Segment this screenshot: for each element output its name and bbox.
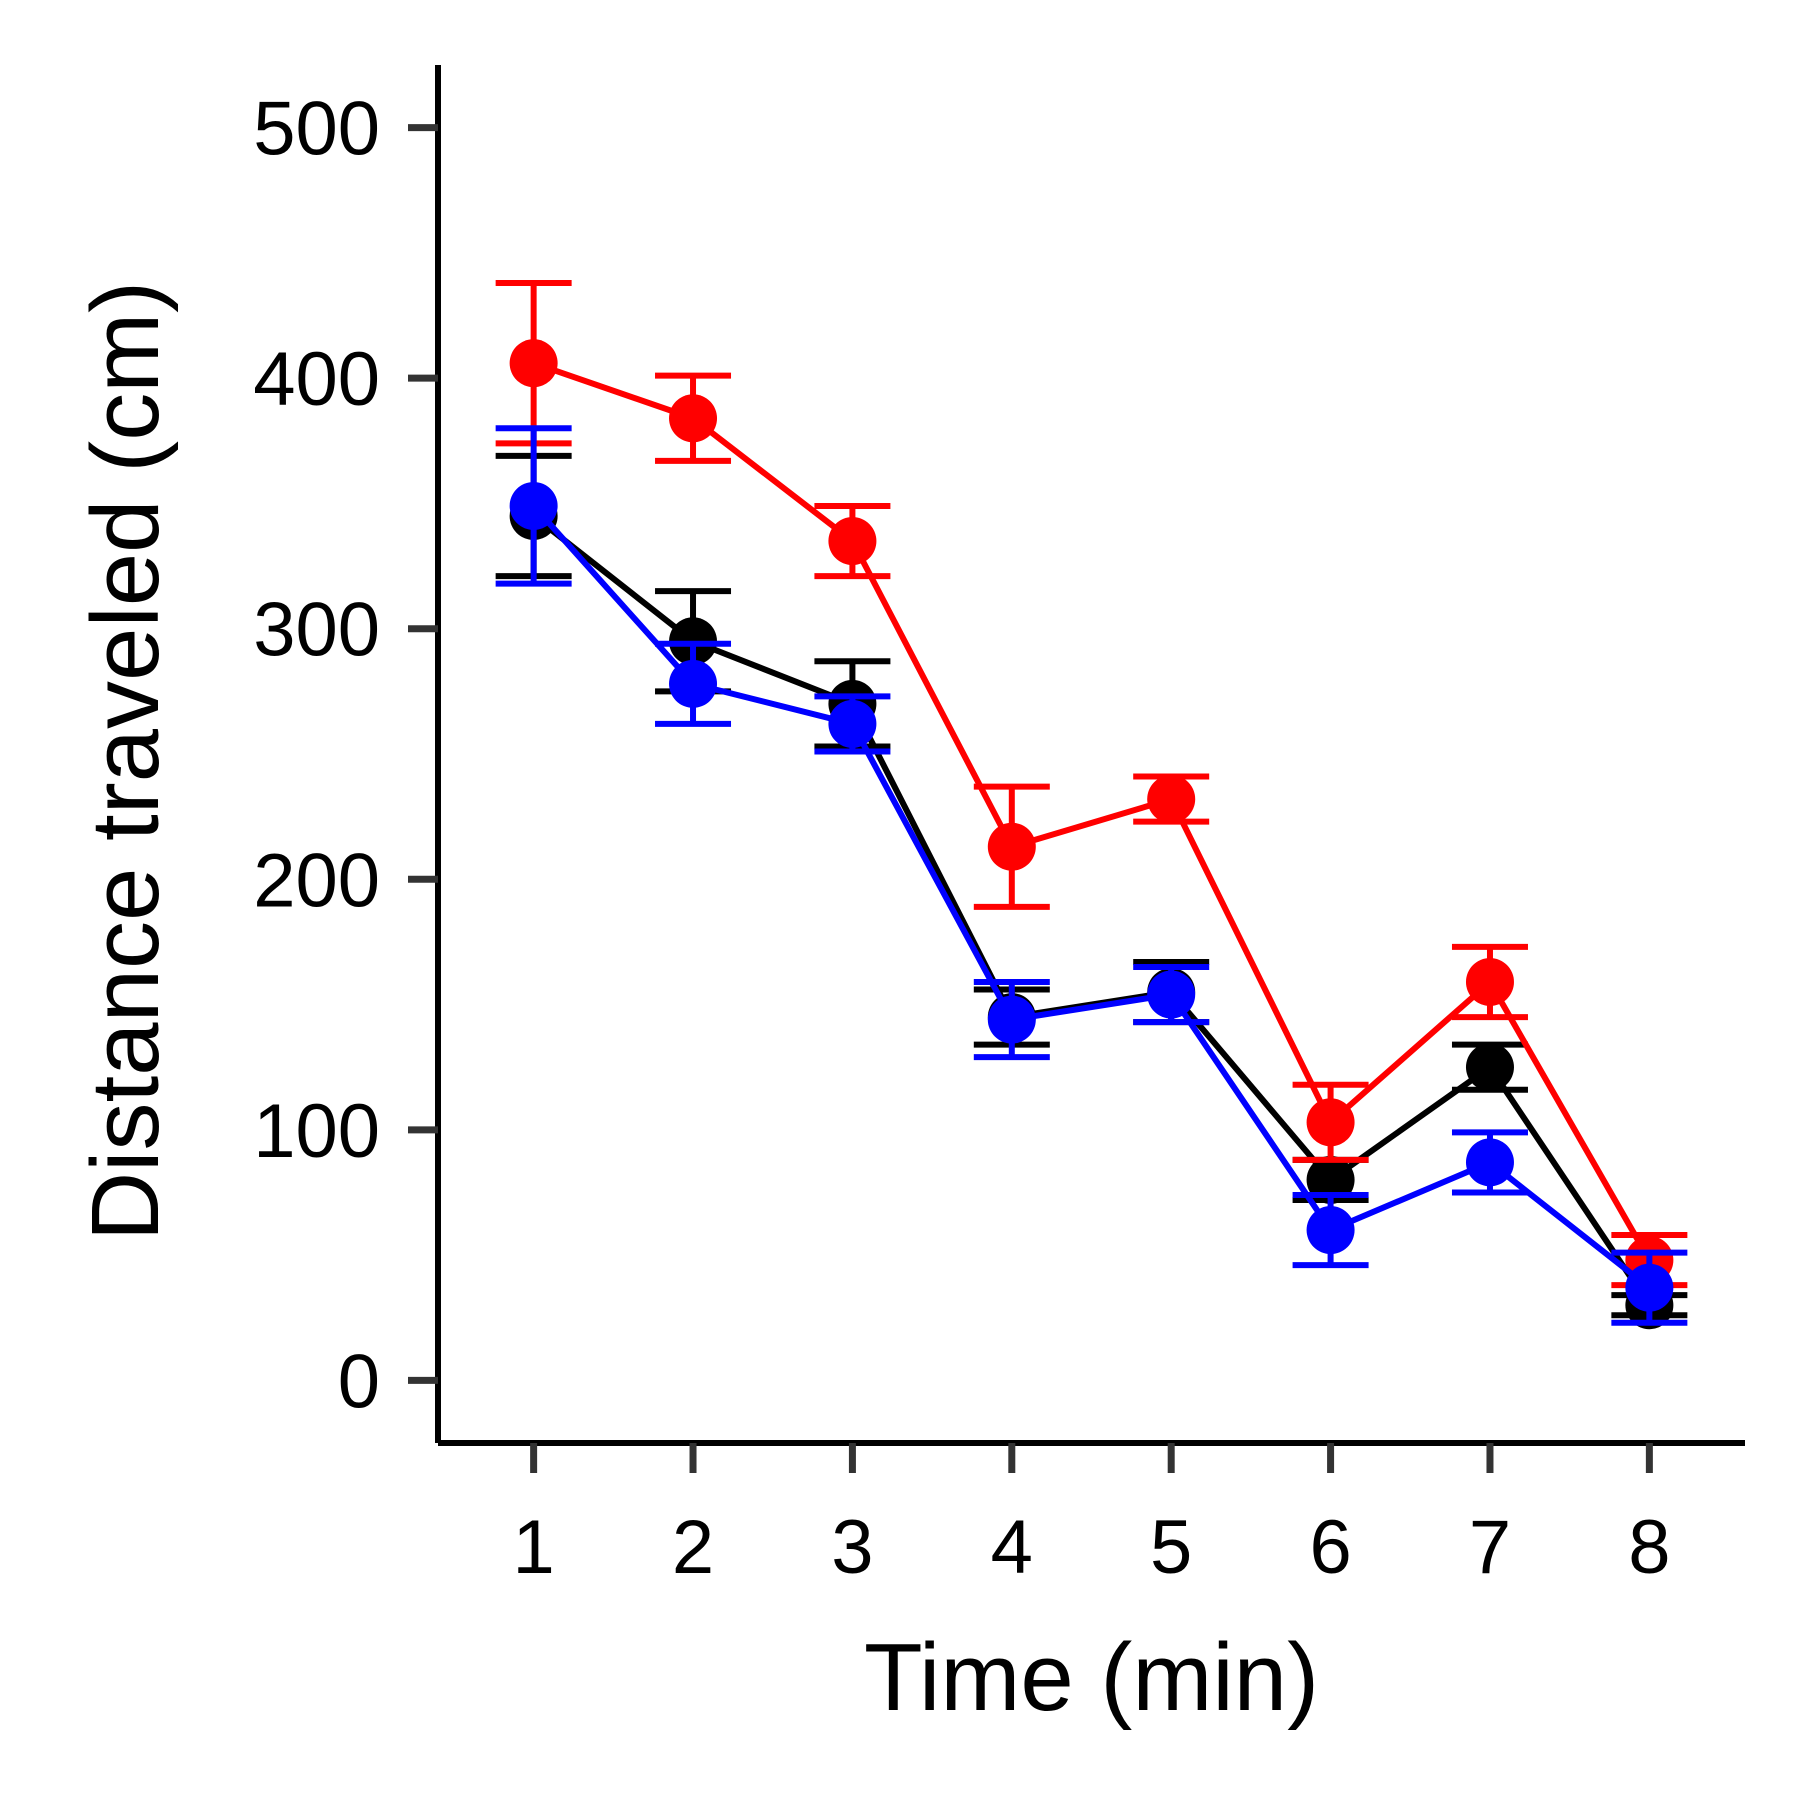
data-point xyxy=(669,659,718,708)
x-tick-label: 4 xyxy=(991,1505,1033,1590)
data-point xyxy=(1465,1138,1514,1187)
series-3 xyxy=(495,425,1688,1326)
data-point xyxy=(987,822,1036,871)
data-point xyxy=(1465,1043,1514,1092)
x-tick-label: 2 xyxy=(672,1505,714,1590)
data-point xyxy=(828,517,877,566)
data-point xyxy=(1147,775,1196,824)
x-tick-label: 1 xyxy=(512,1505,554,1590)
x-tick-label: 8 xyxy=(1628,1505,1670,1590)
x-tick-label: 6 xyxy=(1309,1505,1351,1590)
y-tick-label: 500 xyxy=(253,87,380,172)
y-tick-label: 100 xyxy=(253,1089,380,1174)
series-2 xyxy=(495,279,1688,1289)
data-point xyxy=(1147,970,1196,1019)
axes xyxy=(435,65,1745,1446)
x-axis-title: Time (min) xyxy=(864,1624,1319,1731)
data-point xyxy=(1625,1263,1674,1312)
data-point xyxy=(509,339,558,388)
series-line xyxy=(532,360,1652,1262)
data-point xyxy=(987,995,1036,1044)
data-point xyxy=(669,394,718,443)
series-line xyxy=(531,503,1652,1291)
y-axis-title: Distance traveled (cm) xyxy=(72,281,179,1241)
x-tick-label: 5 xyxy=(1150,1505,1192,1590)
ticks: 0 100 200 300 400 500 1 2 3 4 5 6 7 8 xyxy=(253,87,1670,1590)
data-point xyxy=(828,699,877,748)
data-point xyxy=(1465,957,1514,1006)
x-tick-label: 7 xyxy=(1469,1505,1511,1590)
y-tick-label: 200 xyxy=(253,838,380,923)
data-point xyxy=(1306,1206,1355,1255)
data-point xyxy=(509,481,558,530)
y-tick-label: 0 xyxy=(338,1339,380,1424)
series-1 xyxy=(495,452,1688,1330)
data-point xyxy=(1306,1155,1355,1204)
data-point xyxy=(1306,1098,1355,1147)
y-tick-label: 300 xyxy=(253,588,380,673)
x-tick-label: 3 xyxy=(831,1505,873,1590)
y-tick-label: 400 xyxy=(253,337,380,422)
series xyxy=(495,279,1688,1330)
